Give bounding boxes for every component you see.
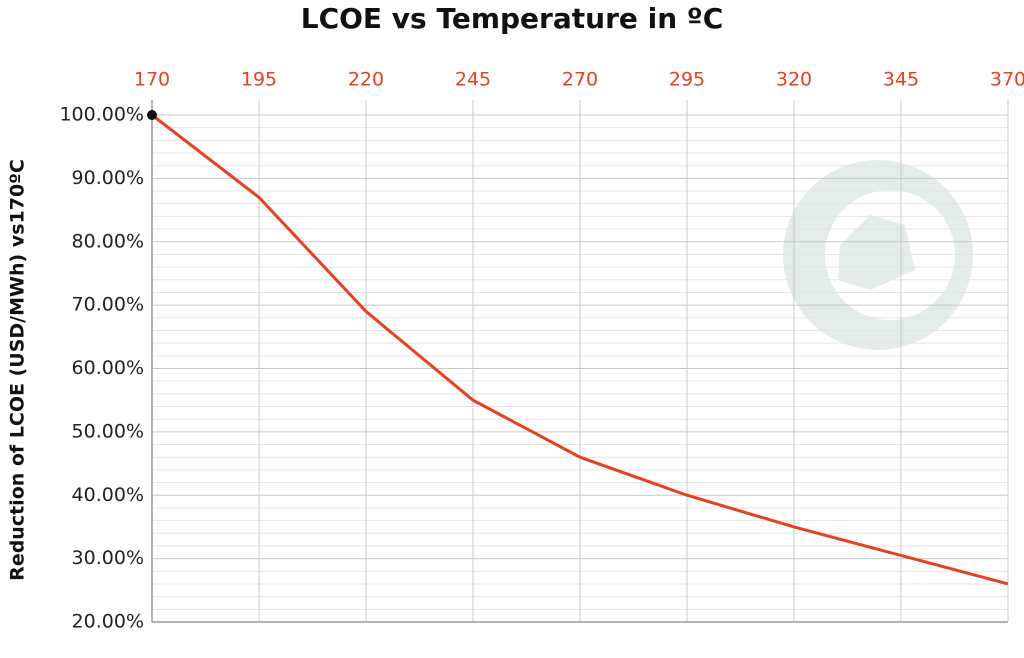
- y-tick-label: 40.00%: [72, 484, 144, 506]
- watermark: [783, 160, 973, 350]
- line-series: [151, 113, 1009, 586]
- y-tick-label: 60.00%: [72, 357, 144, 379]
- x-tick-label: 220: [348, 69, 384, 91]
- y-tick-label: 80.00%: [72, 230, 144, 252]
- x-tick-label: 345: [883, 69, 919, 91]
- x-tick-label: 195: [241, 69, 277, 91]
- x-tick-label: 170: [134, 69, 170, 91]
- x-tick-label: 320: [776, 69, 812, 91]
- x-tick-label: 370: [990, 69, 1024, 91]
- y-tick-label: 90.00%: [72, 167, 144, 189]
- chart-title: LCOE vs Temperature in ºC: [301, 2, 724, 35]
- y-tick-label: 20.00%: [72, 611, 144, 633]
- y-tick-label: 30.00%: [72, 547, 144, 569]
- y-tick-label: 100.00%: [59, 104, 144, 126]
- y-tick-label: 50.00%: [72, 420, 144, 442]
- x-tick-label: 270: [562, 69, 598, 91]
- start-marker: [147, 110, 157, 120]
- x-tick-label: 245: [455, 69, 491, 91]
- y-tick-label: 70.00%: [72, 294, 144, 316]
- y-axis-label: Reduction of LCOE (USD/MWh) vs170ºC: [7, 159, 29, 581]
- x-tick-label: 295: [669, 69, 705, 91]
